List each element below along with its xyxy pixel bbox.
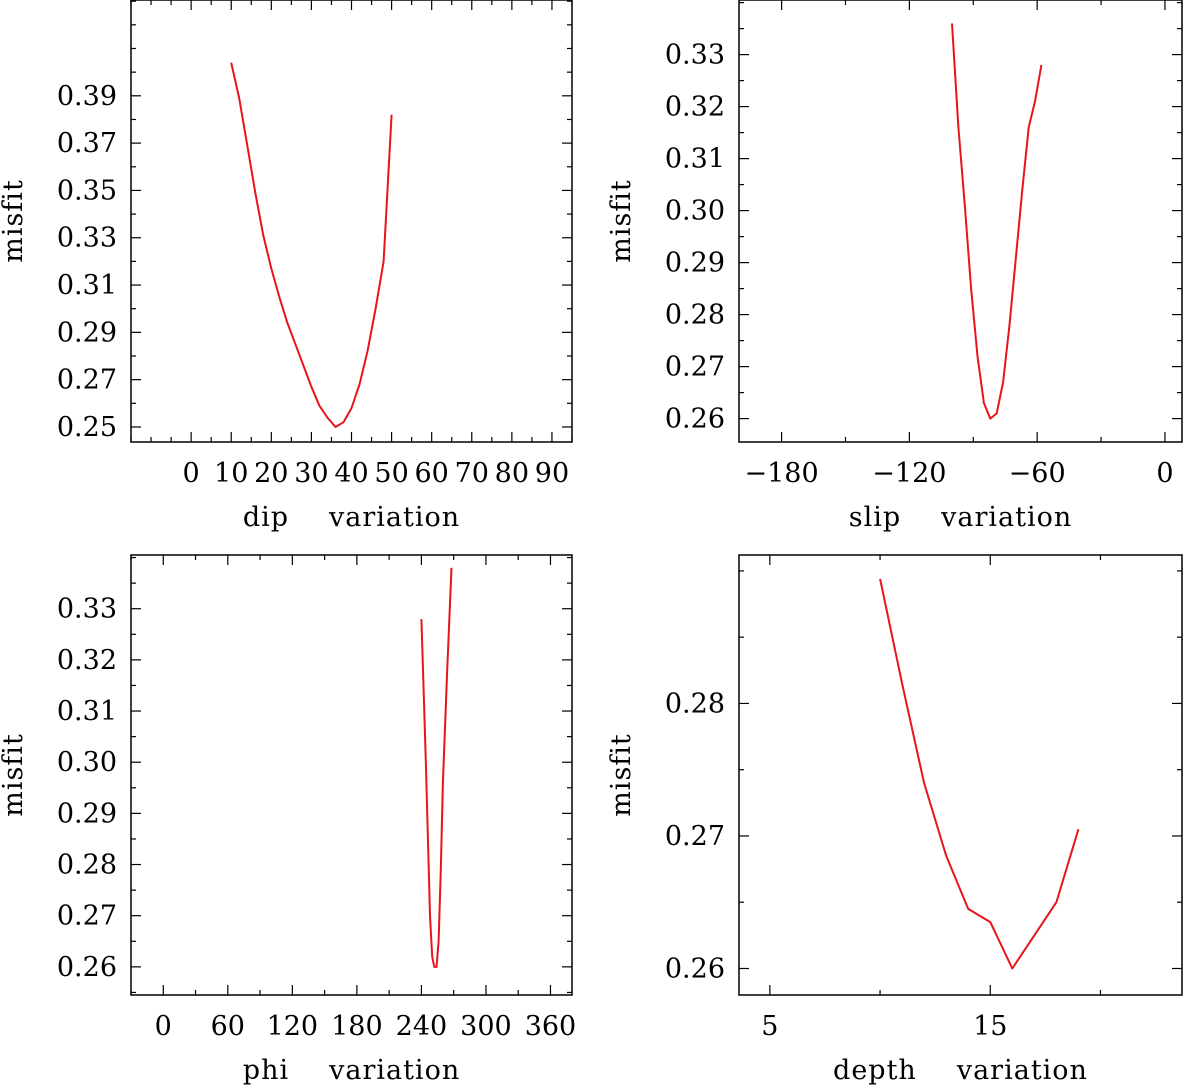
y-axis-title: misfit (0, 733, 29, 817)
y-tick-label: 0.33 (57, 594, 117, 625)
x-tick-label: 0 (155, 1011, 172, 1042)
y-tick-label: 0.27 (57, 901, 117, 932)
x-tick-label: −60 (1009, 458, 1066, 489)
x-tick-label: −180 (745, 458, 819, 489)
x-tick-label: 5 (761, 1011, 778, 1042)
y-tick-label: 0.30 (665, 196, 725, 227)
series-line-misfit (230, 62, 393, 428)
chart-panel-4: 0.26 0.27 0.28 5 15 depth variation misfit (606, 554, 1183, 1086)
x-tick-label: 120 (267, 1011, 319, 1042)
y-tick-label: 0.39 (57, 81, 117, 112)
x-axis-title-word-1: depth (833, 1055, 917, 1086)
plot-frame (130, 0, 573, 443)
y-tick-label: 0.26 (665, 404, 725, 435)
y-axis-title: misfit (606, 733, 637, 817)
x-axis-title-word-1: dip (243, 502, 289, 533)
y-tick-label: 0.29 (665, 248, 725, 279)
y-tick-label: 0.27 (57, 365, 117, 396)
x-axis-title-word-2: variation (956, 1055, 1088, 1086)
series-line-misfit (879, 578, 1080, 970)
y-tick-label: 0.26 (665, 953, 725, 984)
x-tick-label: −120 (872, 458, 946, 489)
y-tick-label: 0.27 (665, 821, 725, 852)
x-tick-label: 50 (374, 458, 408, 489)
chart-panel-2: 0.26 0.27 0.28 0.29 0.30 0.31 0.32 0.33 −180 −120… (606, 0, 1183, 533)
y-tick-label: 0.28 (57, 850, 117, 881)
y-tick-label: 0.35 (57, 175, 117, 206)
y-tick-label: 0.28 (665, 300, 725, 331)
y-tick-label: 0.29 (57, 798, 117, 829)
y-tick-label: 0.26 (57, 952, 117, 983)
y-tick-label: 0.32 (57, 645, 117, 676)
x-tick-label: 30 (294, 458, 328, 489)
x-axis-title: depth variation (833, 1055, 1088, 1086)
x-axis-title-word-1: phi (243, 1055, 289, 1086)
y-tick-label: 0.29 (57, 317, 117, 348)
y-tick-label: 0.30 (57, 747, 117, 778)
y-tick-label: 0.32 (665, 92, 725, 123)
x-tick-label: 300 (460, 1011, 512, 1042)
x-axis-title: slip variation (849, 502, 1073, 533)
x-tick-label: 15 (973, 1011, 1007, 1042)
plot-frame (130, 554, 573, 996)
x-axis-title: phi variation (243, 1055, 460, 1086)
series-line-misfit (420, 567, 453, 968)
plot-frame (738, 0, 1183, 443)
x-tick-label: 360 (525, 1011, 577, 1042)
x-axis-title-word-2: variation (328, 502, 460, 533)
y-tick-label: 0.33 (665, 40, 725, 71)
y-tick-label: 0.28 (665, 688, 725, 719)
x-axis-title-word-1: slip (849, 502, 901, 533)
x-tick-label: 180 (331, 1011, 383, 1042)
y-tick-label: 0.31 (57, 270, 117, 301)
x-tick-label: 20 (254, 458, 288, 489)
y-tick-label: 0.33 (57, 223, 117, 254)
x-axis-title-word-2: variation (328, 1055, 460, 1086)
y-tick-label: 0.37 (57, 128, 117, 159)
chart-panel-1: 0.25 0.27 0.29 0.31 0.33 0.35 0.37 0.39 0 10 20 30 4… (0, 0, 573, 533)
x-axis-title: dip variation (243, 502, 460, 533)
x-tick-label: 10 (214, 458, 248, 489)
plot-frame (738, 554, 1183, 996)
y-tick-label: 0.25 (57, 412, 117, 443)
series-line-misfit (951, 23, 1043, 420)
x-tick-label: 60 (211, 1011, 245, 1042)
x-tick-label: 240 (396, 1011, 448, 1042)
chart-panel-3: 0.26 0.27 0.28 0.29 0.30 0.31 0.32 0.33 0 60 120 18… (0, 554, 577, 1086)
y-tick-label: 0.27 (665, 352, 725, 383)
x-tick-label: 80 (495, 458, 529, 489)
y-tick-label: 0.31 (665, 144, 725, 175)
y-axis-title: misfit (0, 179, 29, 263)
x-tick-label: 40 (334, 458, 368, 489)
y-tick-label: 0.31 (57, 696, 117, 727)
y-axis-title: misfit (606, 179, 637, 263)
x-tick-label: 70 (455, 458, 489, 489)
x-tick-label: 90 (535, 458, 569, 489)
x-tick-label: 0 (1156, 458, 1173, 489)
x-tick-label: 60 (415, 458, 449, 489)
x-tick-label: 0 (183, 458, 200, 489)
x-axis-title-word-2: variation (940, 502, 1072, 533)
